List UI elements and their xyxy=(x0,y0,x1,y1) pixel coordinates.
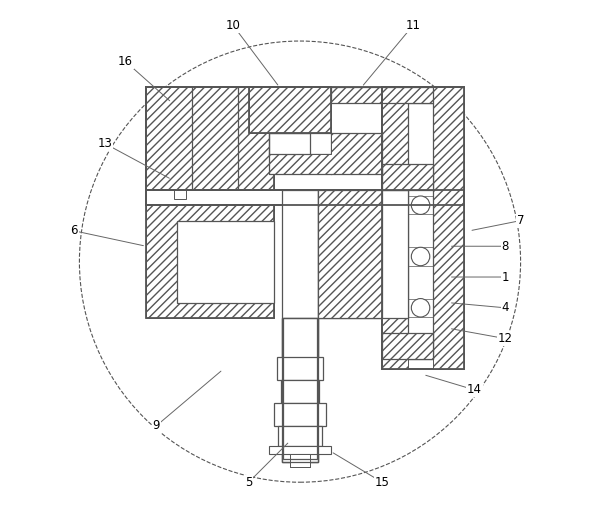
Polygon shape xyxy=(146,205,274,318)
Bar xyxy=(269,133,382,174)
Text: 15: 15 xyxy=(374,476,389,489)
Text: 10: 10 xyxy=(226,19,241,32)
Bar xyxy=(277,357,323,380)
Bar xyxy=(269,133,310,154)
Bar xyxy=(382,333,433,359)
Bar xyxy=(382,87,464,369)
Bar xyxy=(175,189,185,199)
Bar xyxy=(282,318,318,462)
Text: 7: 7 xyxy=(517,214,524,227)
Bar xyxy=(408,299,433,317)
Bar xyxy=(290,454,310,467)
Polygon shape xyxy=(318,190,382,318)
Bar xyxy=(146,87,382,190)
Bar xyxy=(318,190,408,318)
Text: 6: 6 xyxy=(71,224,78,238)
Bar xyxy=(408,247,433,266)
Text: 11: 11 xyxy=(406,19,421,32)
Text: 5: 5 xyxy=(245,476,253,489)
Bar xyxy=(249,87,331,133)
Circle shape xyxy=(412,196,430,214)
Bar xyxy=(146,87,274,190)
Bar xyxy=(278,426,322,446)
Bar xyxy=(382,164,433,190)
Bar xyxy=(408,103,433,359)
Text: 8: 8 xyxy=(502,240,509,253)
Bar xyxy=(177,221,274,303)
Bar xyxy=(146,205,274,318)
Polygon shape xyxy=(433,87,464,369)
Bar xyxy=(382,87,464,369)
Bar xyxy=(331,87,433,103)
Bar xyxy=(283,318,317,459)
Bar xyxy=(408,196,433,214)
Bar xyxy=(282,190,318,462)
Polygon shape xyxy=(269,133,382,174)
Bar xyxy=(269,446,331,454)
Bar xyxy=(318,190,382,318)
Polygon shape xyxy=(382,164,433,190)
Circle shape xyxy=(412,299,430,317)
Bar xyxy=(281,380,319,403)
Bar xyxy=(283,318,317,459)
Bar xyxy=(282,318,318,462)
Bar xyxy=(274,403,326,426)
Text: 4: 4 xyxy=(502,301,509,314)
Text: 14: 14 xyxy=(467,383,482,397)
Circle shape xyxy=(412,247,430,266)
Polygon shape xyxy=(146,87,274,190)
Text: 12: 12 xyxy=(498,332,513,345)
Text: 13: 13 xyxy=(98,137,112,150)
Text: 16: 16 xyxy=(118,55,133,68)
Text: 9: 9 xyxy=(152,419,160,432)
Polygon shape xyxy=(331,87,433,103)
Polygon shape xyxy=(382,87,408,369)
Polygon shape xyxy=(249,87,331,133)
Bar xyxy=(146,190,464,205)
Bar xyxy=(146,190,464,205)
Polygon shape xyxy=(382,333,433,359)
Text: 1: 1 xyxy=(502,270,509,284)
